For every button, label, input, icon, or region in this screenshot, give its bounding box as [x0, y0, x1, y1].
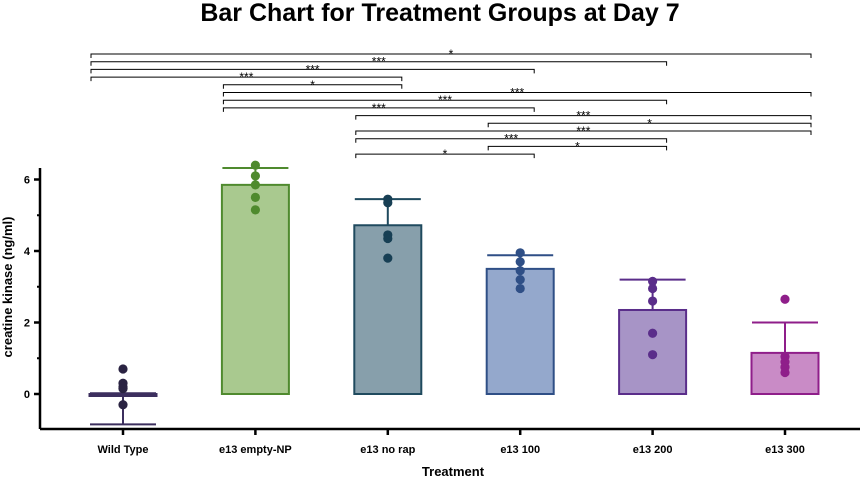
significance-label: *: [443, 147, 448, 161]
significance-bracket: [90, 76, 403, 82]
data-point: [250, 171, 260, 181]
data-point: [515, 257, 525, 267]
data-point: [515, 248, 525, 258]
data-point: [118, 364, 128, 374]
data-point: [515, 283, 525, 294]
significance-bracket: [355, 115, 812, 120]
data-point: [648, 296, 658, 306]
data-point: [118, 400, 128, 410]
significance-bracket: [222, 99, 668, 105]
data-point: [648, 276, 658, 286]
significance-bracket: [355, 138, 668, 143]
significance-label: ***: [306, 62, 320, 76]
y-axis-label: creatine kinase (ng/ml): [0, 217, 15, 358]
significance-label: *: [647, 116, 652, 130]
significance-bracket: [90, 61, 668, 66]
significance-bracket: [487, 145, 668, 151]
significance-label: ***: [576, 109, 590, 123]
data-point: [648, 350, 658, 360]
y-tick-label: 6: [24, 175, 30, 187]
data-point: [250, 205, 260, 215]
bar-2: [353, 224, 423, 395]
significance-bracket: [222, 107, 535, 112]
x-tick-label: e13 100: [500, 444, 540, 456]
data-point: [780, 367, 790, 378]
significance-label: ***: [510, 86, 524, 100]
data-point: [250, 180, 260, 190]
x-tick-label: e13 200: [633, 444, 673, 456]
significance-label: ***: [504, 132, 518, 146]
significance-brackets: ********************************: [90, 47, 812, 161]
bar-1: [220, 183, 290, 395]
x-axis-label: Treatment: [422, 464, 485, 479]
chart-title: Bar Chart for Treatment Groups at Day 7: [200, 0, 679, 27]
y-tick-label: 2: [24, 318, 30, 330]
x-tick-label: Wild Type: [97, 444, 148, 456]
significance-label: ***: [438, 93, 452, 107]
significance-label: *: [449, 47, 454, 61]
data-point: [515, 266, 525, 276]
x-tick-label: e13 no rap: [360, 444, 415, 456]
significance-label: *: [575, 139, 580, 153]
significance-label: ***: [372, 55, 386, 69]
significance-bracket: [90, 53, 812, 58]
significance-label: ***: [239, 70, 253, 84]
significance-bracket: [355, 153, 535, 159]
data-point: [250, 160, 260, 170]
x-tick-label: e13 300: [765, 444, 805, 456]
plot-area: 0 2 4 6 Wild Type e13 empty-NP e13 no rap e13 1…: [24, 160, 860, 456]
data-point: [118, 384, 128, 394]
data-point: [780, 294, 790, 304]
significance-bracket: [222, 84, 403, 89]
significance-label: ***: [576, 124, 590, 138]
data-point: [383, 233, 393, 244]
data-point: [648, 283, 658, 294]
significance-bracket: [355, 130, 812, 135]
data-point: [383, 198, 393, 208]
x-tick-label: e13 empty-NP: [219, 444, 292, 456]
data-point: [383, 253, 393, 263]
data-point: [250, 192, 260, 202]
significance-bracket: [222, 92, 812, 97]
significance-bracket: [487, 122, 812, 128]
significance-label: *: [310, 78, 315, 92]
data-point: [515, 275, 525, 285]
data-point: [648, 328, 658, 338]
significance-label: ***: [372, 101, 386, 115]
y-tick-label: 4: [24, 246, 31, 258]
significance-bracket: [90, 68, 535, 74]
y-tick-label: 0: [24, 389, 30, 401]
